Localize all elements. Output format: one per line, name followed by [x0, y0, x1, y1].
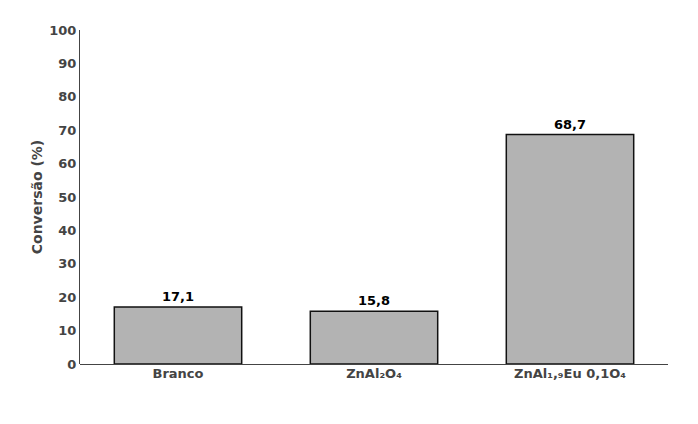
svg-text:50: 50 — [58, 190, 76, 205]
svg-text:70: 70 — [58, 123, 76, 138]
svg-text:17,1: 17,1 — [162, 289, 194, 304]
svg-text:40: 40 — [58, 223, 76, 238]
svg-text:ZnAl₁,₉Eu 0,1O₄: ZnAl₁,₉Eu 0,1O₄ — [514, 366, 626, 381]
svg-text:30: 30 — [58, 256, 76, 271]
svg-text:80: 80 — [58, 89, 76, 104]
svg-text:0: 0 — [67, 357, 76, 372]
svg-text:90: 90 — [58, 56, 76, 71]
svg-text:68,7: 68,7 — [554, 117, 586, 132]
svg-text:10: 10 — [58, 323, 76, 338]
svg-text:Branco: Branco — [153, 366, 204, 381]
svg-text:15,8: 15,8 — [358, 293, 390, 308]
svg-text:60: 60 — [58, 156, 76, 171]
svg-text:20: 20 — [58, 290, 76, 305]
svg-text:ZnAl₂O₄: ZnAl₂O₄ — [346, 366, 402, 381]
svg-text:100: 100 — [49, 23, 76, 38]
svg-text:Conversão (%): Conversão (%) — [29, 140, 45, 254]
